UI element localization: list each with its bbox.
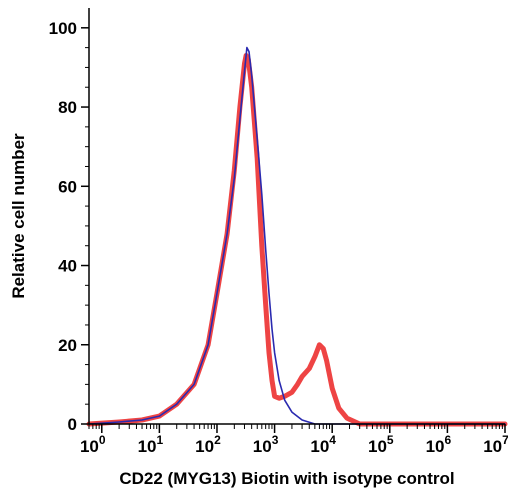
- x-tick-label: 107: [483, 433, 508, 456]
- y-tick-label: 40: [58, 257, 77, 276]
- series-line-2: [88, 46, 506, 425]
- y-tick-label: 20: [58, 336, 77, 355]
- y-tick-label: 100: [49, 19, 77, 38]
- x-tick-label: 101: [138, 433, 164, 456]
- ticks-layer: 0 20 40 60 80 100 100 101 102 103 104 105 106 107: [49, 19, 508, 456]
- x-tick-label: 102: [195, 433, 221, 456]
- series-line-1: [86, 53, 508, 427]
- axes-layer: [88, 8, 505, 425]
- x-axis-title: CD22 (MYG13) Biotin with isotype control: [119, 469, 454, 488]
- y-tick-label: 60: [58, 177, 77, 196]
- y-tick-label: 80: [58, 98, 77, 117]
- y-tick-label: 0: [68, 415, 77, 434]
- x-tick-label: 103: [253, 433, 279, 456]
- x-tick-label: 105: [368, 433, 394, 456]
- x-tick-label: 100: [80, 433, 106, 456]
- y-axis-title: Relative cell number: [9, 133, 28, 299]
- series-layer: [86, 46, 508, 427]
- x-tick-label: 106: [426, 433, 452, 456]
- x-tick-label: 104: [310, 433, 336, 456]
